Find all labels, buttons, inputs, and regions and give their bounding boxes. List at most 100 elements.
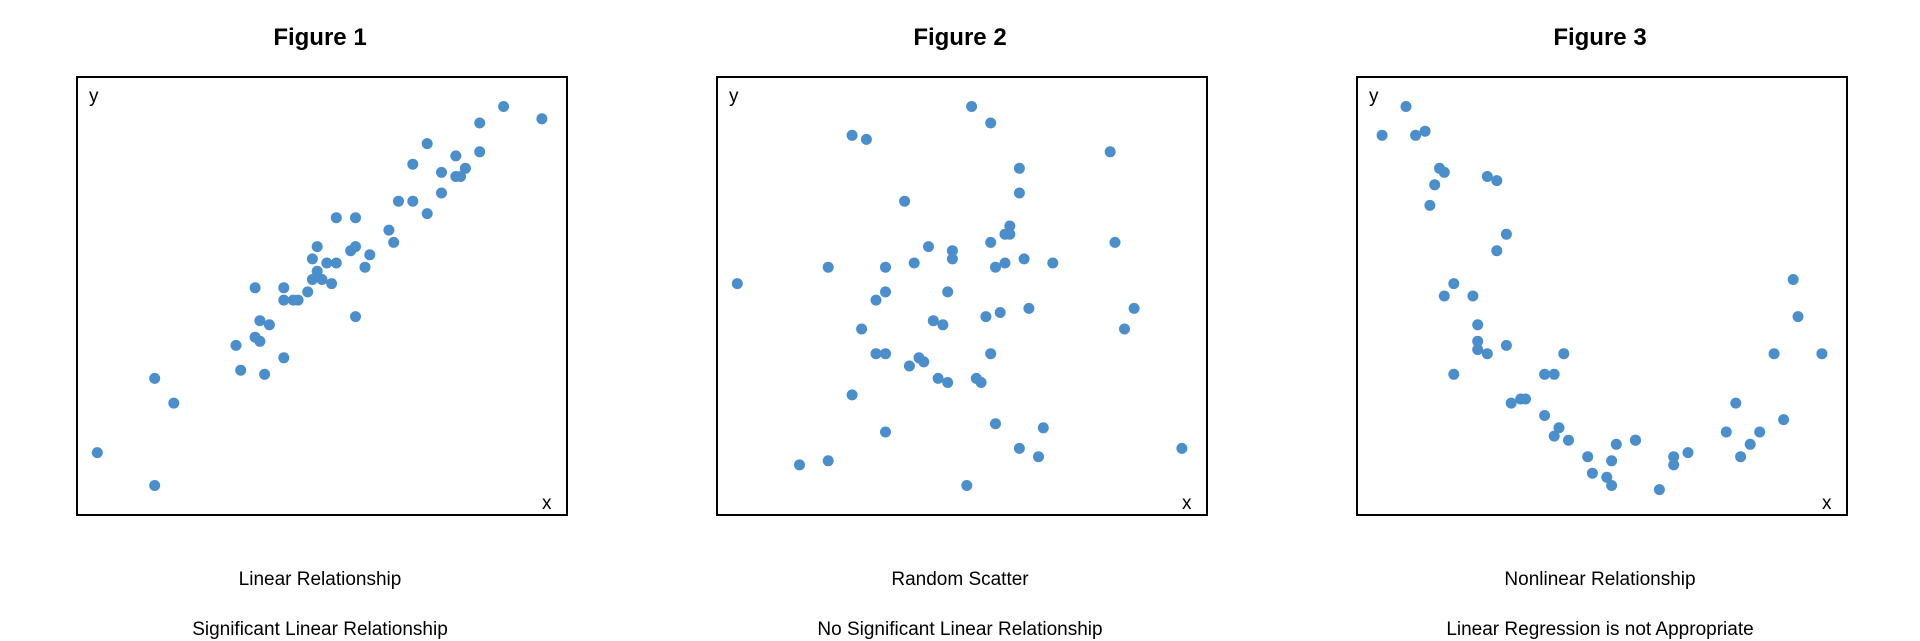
scatter-point	[306, 253, 318, 265]
scatter-point	[1735, 451, 1747, 463]
scatter-point	[1768, 348, 1780, 360]
scatter-point	[459, 162, 471, 174]
scatter-point	[330, 257, 342, 269]
scatter-point	[436, 166, 447, 178]
scatter-point	[903, 360, 915, 372]
scatter-point	[985, 348, 997, 360]
scatter-point	[254, 315, 266, 327]
scatter-point	[870, 348, 882, 360]
scatter-point	[1491, 175, 1503, 187]
scatter-point	[1467, 290, 1479, 302]
scatter-point	[1606, 480, 1618, 491]
scatter-point	[168, 397, 180, 409]
scatter-point	[822, 261, 834, 273]
scatter-point	[421, 208, 433, 220]
figure-3-panel: Figure 3 y x Nonlinear Relationship Line…	[1280, 0, 1920, 640]
scatter-point	[1601, 471, 1613, 483]
scatter-point	[999, 257, 1011, 269]
scatter-point	[846, 129, 858, 141]
scatter-point	[1004, 220, 1016, 232]
scatter-point	[1563, 434, 1574, 446]
scatter-point	[1586, 467, 1598, 479]
scatter-point	[932, 372, 944, 384]
x-axis-label: x	[1182, 493, 1192, 514]
scatter-point	[980, 311, 992, 323]
scatter-point	[1037, 422, 1049, 434]
scatter-point	[860, 133, 872, 145]
scatter-point	[1520, 393, 1531, 405]
scatter-point	[731, 278, 743, 290]
scatter-point	[794, 459, 805, 471]
scatter-point	[311, 265, 323, 277]
scatter-point	[880, 426, 891, 438]
figure-2-panel: Figure 2 y x Random Scatter No Significa…	[640, 0, 1280, 640]
scatter-point	[1472, 344, 1484, 356]
scatter-point	[1744, 438, 1756, 450]
scatter-point	[407, 195, 419, 207]
scatter-point	[1481, 348, 1493, 360]
scatter-point	[1548, 430, 1560, 442]
scatter-point	[1176, 442, 1188, 454]
scatter-point	[822, 455, 834, 467]
scatter-point	[880, 348, 891, 360]
scatter-point	[1539, 368, 1551, 380]
scatter-point	[1438, 290, 1450, 302]
caption: Linear Relationship	[238, 569, 402, 590]
scatter-point	[1606, 455, 1618, 467]
scatter-point	[937, 319, 949, 331]
scatter-point	[1448, 368, 1460, 380]
scatter-point	[1500, 228, 1512, 240]
scatter-point	[1505, 397, 1517, 409]
plot-frame	[1356, 76, 1848, 516]
scatter-point	[259, 368, 271, 380]
scatter-point	[450, 150, 462, 162]
x-axis-label: x	[1822, 493, 1832, 514]
scatter-point	[1558, 348, 1570, 360]
scatter-point	[990, 261, 1001, 273]
scatter-point	[474, 117, 486, 129]
scatter-point	[1630, 434, 1641, 446]
scatter-point	[436, 187, 447, 199]
scatter-point	[1119, 323, 1130, 335]
scatter-point	[1104, 146, 1116, 158]
scatter-point	[1582, 451, 1594, 463]
scatter-point	[1429, 179, 1441, 191]
scatter-point	[364, 249, 376, 261]
scatter-point	[330, 212, 342, 224]
scatter-point	[1472, 319, 1484, 331]
scatter-point	[975, 377, 987, 388]
scatter-point	[985, 236, 997, 248]
scatter-plot: y x	[1356, 76, 1848, 516]
scatter-point	[1419, 125, 1431, 137]
caption: Nonlinear Relationship	[1504, 569, 1696, 590]
scatter-point	[880, 261, 891, 273]
scatter-point	[1548, 368, 1560, 380]
chart-title: Figure 3	[1553, 24, 1647, 51]
scatter-point	[292, 294, 304, 306]
scatter-point	[388, 236, 400, 248]
scatter-point	[326, 278, 338, 290]
scatter-point	[149, 372, 161, 384]
scatter-point	[923, 241, 934, 253]
scatter-point	[350, 212, 361, 224]
scatter-point	[961, 480, 973, 491]
scatter-point	[985, 117, 997, 129]
scatter-point	[946, 253, 958, 265]
scatter-point	[278, 282, 290, 294]
scatter-point	[846, 389, 858, 401]
scatter-point	[350, 241, 361, 253]
scatter-point	[990, 418, 1001, 430]
scatter-point	[1047, 257, 1059, 269]
scatter-point	[1816, 348, 1828, 360]
scatter-point	[393, 195, 404, 207]
scatter-point	[908, 257, 920, 269]
scatter-point	[1539, 410, 1551, 421]
scatter-point	[1472, 335, 1484, 347]
scatter-point	[1013, 162, 1025, 174]
scatter-point	[278, 294, 290, 306]
scatter-point	[1013, 187, 1025, 199]
scatter-point	[249, 282, 261, 294]
scatter-point	[1018, 253, 1030, 265]
scatter-point	[1128, 302, 1140, 314]
scatter-point	[966, 101, 978, 112]
